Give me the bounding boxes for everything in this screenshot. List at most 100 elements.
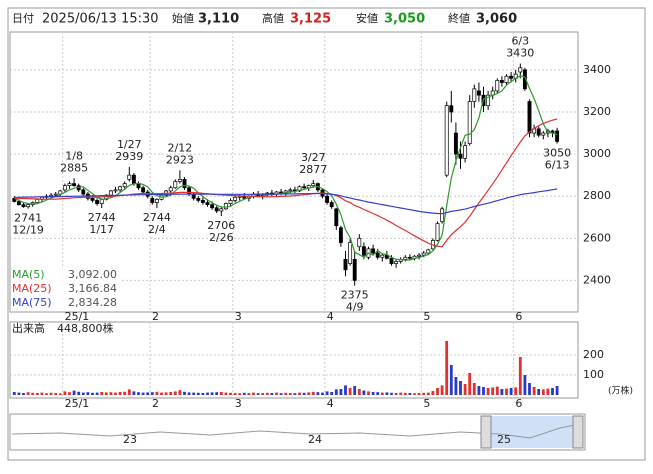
volume-panel [9, 321, 579, 399]
price-panel [9, 31, 579, 313]
volume-bar [210, 392, 214, 395]
close-value: 3,060 [476, 12, 517, 27]
annotation-value: 2939 [115, 150, 143, 163]
volume-bar [348, 388, 352, 395]
candle-body [499, 80, 504, 83]
volume-bar [362, 390, 366, 395]
candle-body [177, 179, 182, 182]
volume-bar [137, 392, 140, 395]
volume-bar [45, 393, 48, 395]
close-label: 終値 [448, 11, 470, 25]
x-tick-label: 25/1 [65, 397, 90, 410]
volume-bar [449, 365, 453, 395]
volume-bar [173, 391, 177, 395]
candle-body [233, 196, 238, 201]
volume-bar [270, 393, 274, 395]
volume-bar [353, 386, 357, 395]
volume-bar [206, 392, 209, 395]
volume-bar [325, 391, 329, 395]
candle-body [449, 105, 454, 113]
volume-bar [385, 392, 389, 395]
volume-bar [279, 393, 283, 395]
volume-bar [63, 391, 67, 395]
volume-bar [422, 392, 426, 395]
x-tick-label: 4 [327, 310, 334, 323]
high-label: 高値 [262, 11, 284, 25]
candle-body [228, 200, 233, 204]
volume-bar [316, 392, 320, 395]
volume-bar [229, 392, 232, 395]
navigator-handle-left[interactable] [480, 415, 492, 449]
annotation-date: 3/27 [301, 151, 326, 164]
volume-bar [26, 392, 30, 395]
annotation-date: 1/17 [89, 223, 114, 236]
volume-bar [390, 392, 393, 395]
candle-body [81, 189, 86, 195]
volume-bar [293, 393, 297, 395]
volume-title: 出来高 [12, 321, 45, 335]
legend-value: 2,834.28 [68, 296, 117, 309]
y-tick-label: 2400 [583, 273, 611, 286]
volume-bar [459, 381, 462, 395]
annotation-date: 2/4 [148, 223, 166, 236]
candle-body [504, 75, 509, 83]
volume-bar [334, 389, 338, 395]
volume-bar [17, 392, 21, 395]
volume-bar [95, 392, 99, 395]
volume-bar [482, 387, 485, 395]
volume-bar [541, 389, 545, 395]
volume-bar [454, 377, 458, 395]
x-tick-label: 4 [327, 397, 334, 410]
annotation-date: 1/27 [117, 138, 142, 151]
x-tick-label: 5 [423, 397, 430, 410]
candle-body [421, 252, 426, 256]
candle-body [122, 183, 127, 188]
navigator-handle-right[interactable] [572, 415, 584, 449]
volume-bar [445, 341, 449, 395]
volume-bar [436, 388, 439, 395]
candle-body [334, 208, 339, 227]
volume-bar [40, 392, 44, 395]
candle-body [95, 200, 100, 204]
datetime: 2025/06/13 15:30 [42, 12, 159, 27]
volume-bar [357, 389, 361, 395]
navigator-window[interactable] [488, 416, 574, 448]
navigator-line [11, 424, 576, 439]
candle-body [357, 237, 362, 248]
x-tick-label: 6 [515, 310, 522, 323]
annotation-value: 2375 [341, 289, 369, 302]
open-value: 3,110 [198, 12, 239, 27]
candle-body [486, 94, 491, 107]
volume-bar [518, 357, 522, 395]
candle-body [297, 186, 302, 192]
volume-bar [247, 393, 251, 395]
volume-bar [495, 386, 499, 395]
annotation-value: 3430 [506, 47, 534, 60]
volume-bar [252, 392, 255, 395]
candle-body [555, 130, 560, 142]
legend-name: MA(25) [12, 282, 52, 295]
volume-bar [150, 392, 154, 395]
candle-body [417, 254, 422, 257]
y-tick-label: 3400 [583, 63, 611, 76]
annotation-value: 2706 [207, 219, 235, 232]
y-tick-label: 100 [583, 368, 604, 381]
volume-bar [68, 392, 71, 395]
y-tick-label: 200 [583, 348, 604, 361]
volume-bar [141, 392, 145, 395]
y-tick-label: 2800 [583, 189, 611, 202]
x-tick-label: 2 [152, 310, 159, 323]
volume-bar [219, 392, 223, 395]
x-tick-label: 3 [235, 397, 242, 410]
annotation-value: 2923 [166, 153, 194, 166]
volume-bar [187, 392, 191, 395]
candle-body [219, 208, 224, 212]
volume-bar [22, 393, 25, 395]
annotation-date: 6/13 [545, 159, 570, 172]
volume-bar [100, 392, 104, 395]
ma-line [14, 118, 558, 248]
annotation-value: 2885 [60, 161, 88, 174]
legend-box [11, 267, 121, 310]
volume-bar [440, 385, 444, 395]
volume-bar [472, 383, 476, 395]
